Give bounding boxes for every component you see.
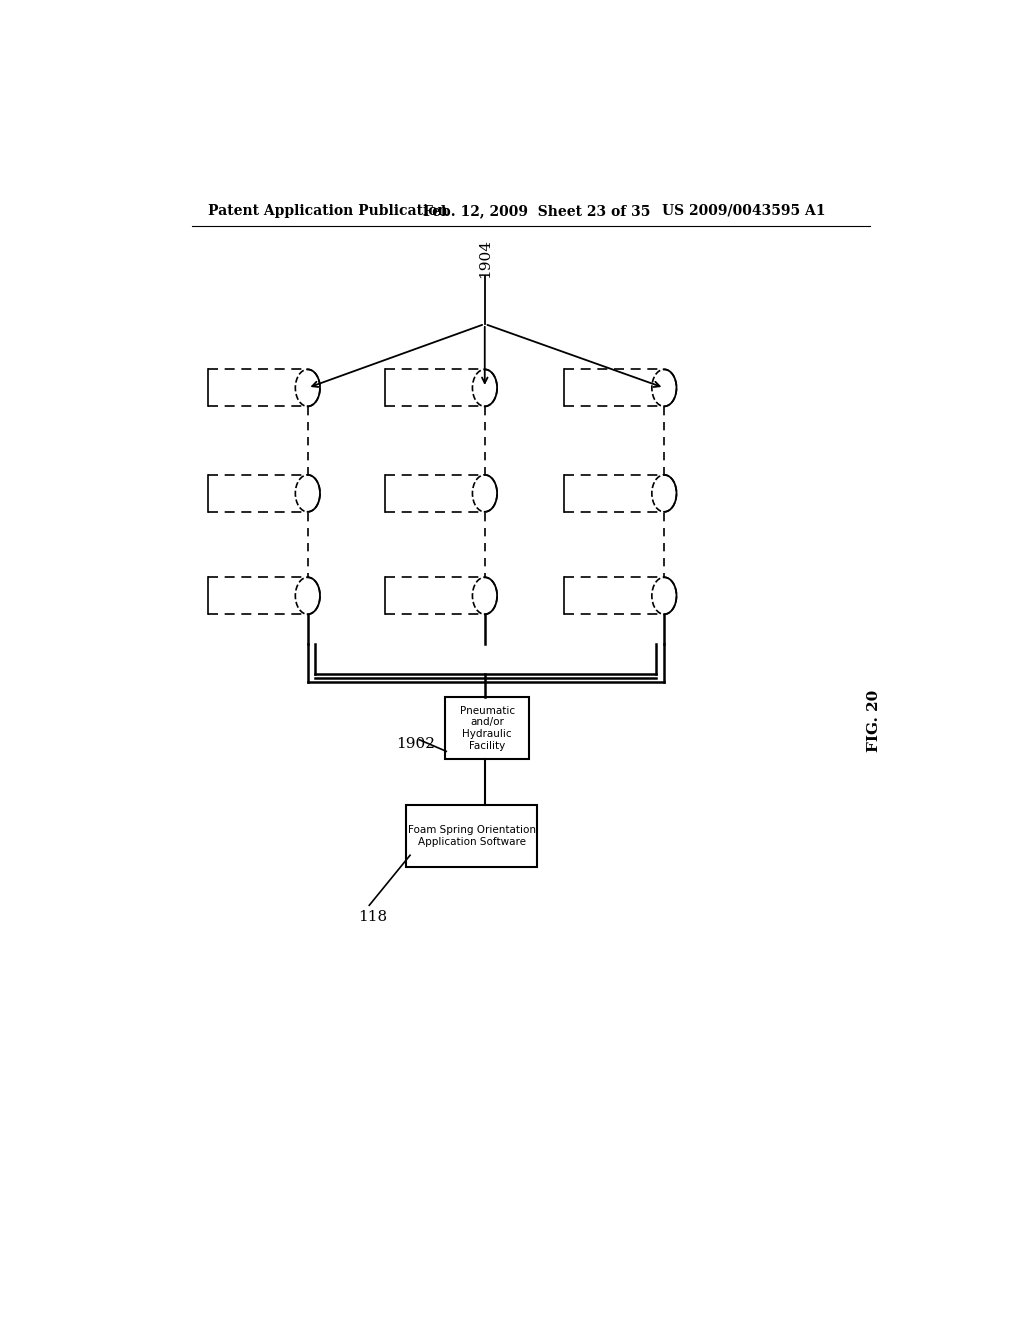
Text: 118: 118 [357,909,387,924]
Text: Patent Application Publication: Patent Application Publication [208,203,447,218]
Text: 1904: 1904 [478,239,492,277]
Text: Foam Spring Orientation
Application Software: Foam Spring Orientation Application Soft… [408,825,536,847]
Bar [407,805,538,867]
Text: Feb. 12, 2009  Sheet 23 of 35: Feb. 12, 2009 Sheet 23 of 35 [423,203,650,218]
Bar [444,697,529,759]
Text: FIG. 20: FIG. 20 [866,689,881,751]
Text: Pneumatic
and/or
Hydraulic
Facility: Pneumatic and/or Hydraulic Facility [460,706,515,751]
Text: 1902: 1902 [396,737,435,751]
Text: US 2009/0043595 A1: US 2009/0043595 A1 [662,203,825,218]
